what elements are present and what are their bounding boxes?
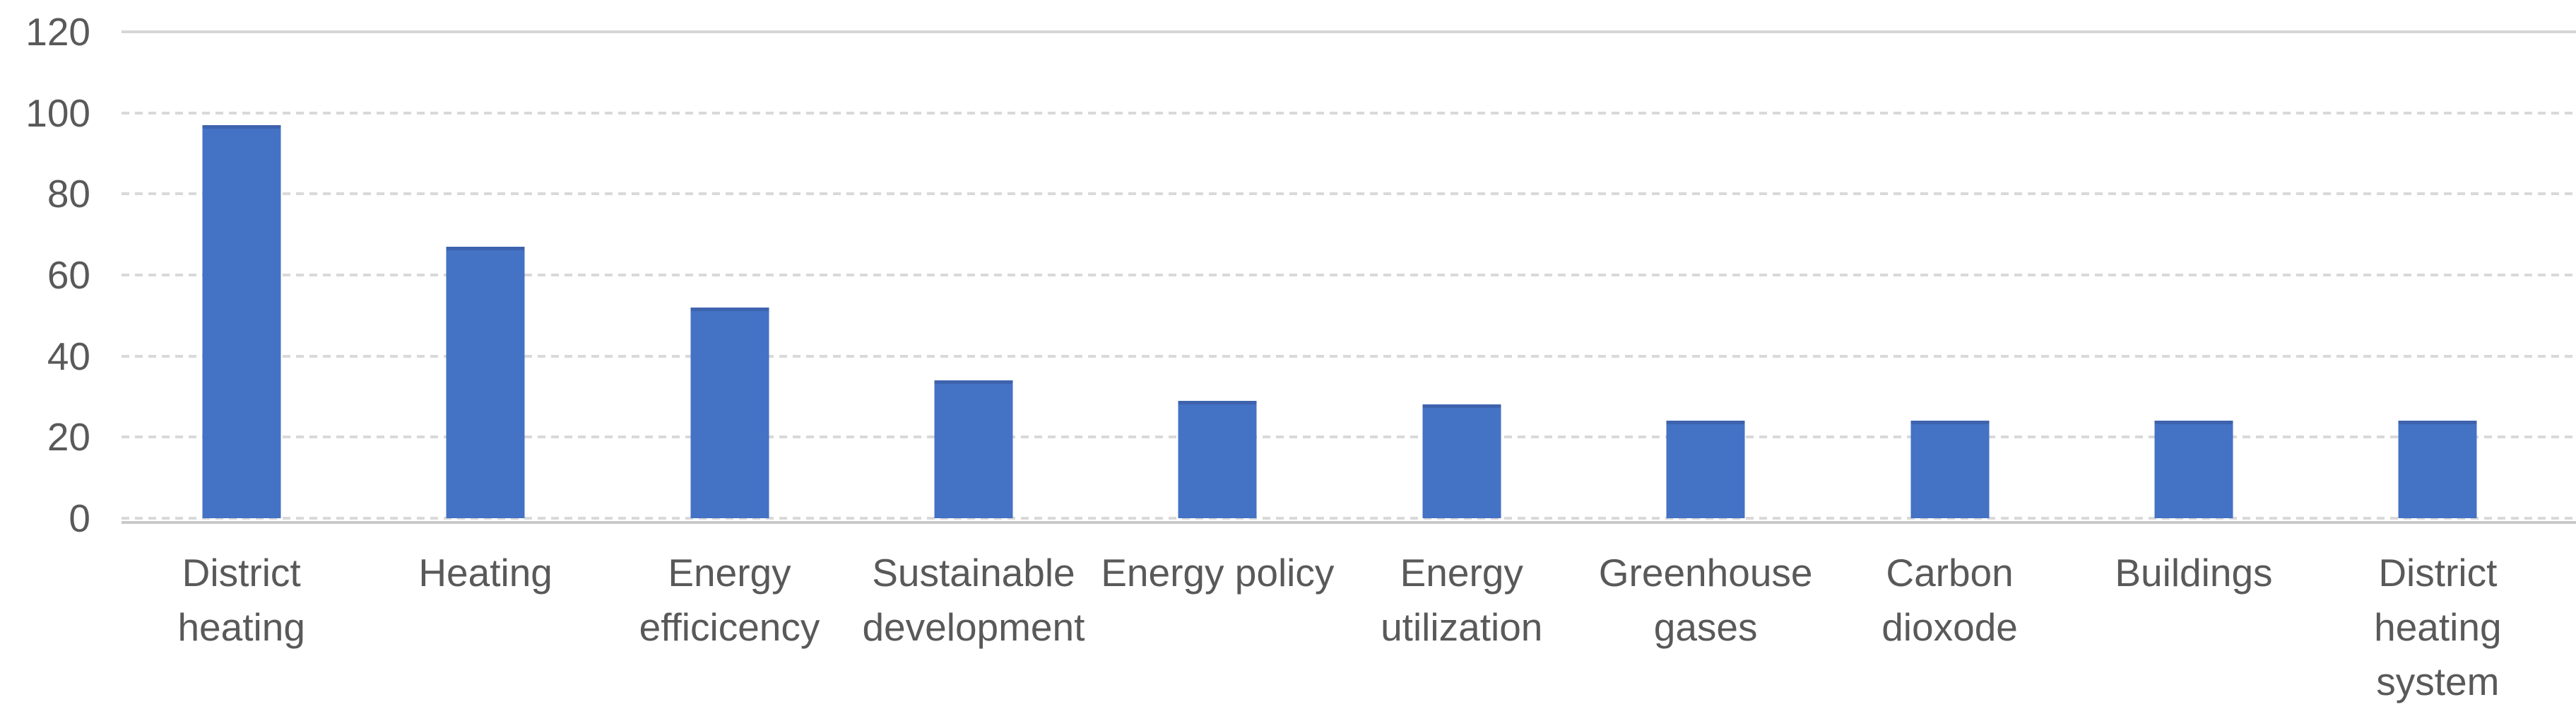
bars-layer xyxy=(119,0,2560,518)
x-label-line: heating xyxy=(2374,605,2502,649)
bar-district-heating xyxy=(202,125,281,518)
x-label-heating: Heating xyxy=(363,546,607,709)
x-label-carbon-dioxode: Carbon dioxode xyxy=(1828,546,2072,709)
x-label-line: Buildings xyxy=(2115,551,2273,595)
x-label-line: dioxode xyxy=(1881,605,2018,649)
bar-sustainable-development xyxy=(934,380,1013,518)
y-tick-label-120: 120 xyxy=(25,10,90,54)
gridline-120 xyxy=(122,30,2576,33)
bar-heating xyxy=(446,247,525,518)
x-label-line: Heating xyxy=(418,551,553,595)
y-tick-label-80: 80 xyxy=(47,172,90,216)
x-label-energy-efficicency: Energy efficicency xyxy=(608,546,851,709)
bar-slot xyxy=(1583,0,1827,518)
y-tick-label-0: 0 xyxy=(69,496,90,540)
x-label-district-heating-system: District heating system xyxy=(2316,546,2560,709)
x-label-line: Energy xyxy=(668,551,791,595)
bar-energy-policy xyxy=(1178,401,1257,518)
x-label-district-heating: District heating xyxy=(119,546,363,709)
bar-slot xyxy=(1340,0,1583,518)
gridline-100 xyxy=(122,111,2576,115)
bar-energy-utilization xyxy=(1422,404,1501,518)
y-tick-label-40: 40 xyxy=(47,334,90,378)
x-axis-category-labels: District heating Heating Energy efficicency S… xyxy=(119,546,2560,709)
x-label-line: Energy policy xyxy=(1101,551,1335,595)
bar-slot xyxy=(363,0,607,518)
x-axis-line xyxy=(122,521,2576,524)
x-label-line: heating xyxy=(177,605,305,649)
gridline-40 xyxy=(122,354,2576,358)
x-label-line: gases xyxy=(1653,605,1758,649)
bar-slot xyxy=(2316,0,2560,518)
x-label-line: Carbon xyxy=(1886,551,2014,595)
x-label-line: Energy xyxy=(1400,551,1523,595)
y-tick-label-60: 60 xyxy=(47,253,90,297)
gridline-60 xyxy=(122,274,2576,276)
gridline-20 xyxy=(122,436,2576,439)
x-label-line: development xyxy=(862,605,1085,649)
gridline-0 xyxy=(122,517,2576,520)
bar-carbon-dioxode xyxy=(1910,421,1990,518)
x-label-line: District xyxy=(182,551,301,595)
bar-slot xyxy=(1096,0,1340,518)
x-label-sustainable-development: Sustainable development xyxy=(851,546,1095,709)
bar-district-heating-system xyxy=(2398,421,2477,518)
x-label-buildings: Buildings xyxy=(2072,546,2315,709)
bar-slot xyxy=(2072,0,2315,518)
bar-slot xyxy=(608,0,851,518)
x-label-line: Greenhouse xyxy=(1598,551,1813,595)
x-label-energy-policy: Energy policy xyxy=(1096,546,1340,709)
x-label-line: efficicency xyxy=(639,605,820,649)
bar-slot xyxy=(119,0,363,518)
x-label-energy-utilization: Energy utilization xyxy=(1340,546,1583,709)
bar-greenhouse-gases xyxy=(1666,421,1745,518)
x-label-greenhouse-gases: Greenhouse gases xyxy=(1583,546,1827,709)
bar-energy-efficicency xyxy=(690,308,769,518)
bar-slot xyxy=(1828,0,2072,518)
gridline-80 xyxy=(122,192,2576,196)
y-tick-label-20: 20 xyxy=(47,415,90,460)
x-label-line: District xyxy=(2378,551,2498,595)
x-label-line: Sustainable xyxy=(872,551,1075,595)
bar-slot xyxy=(851,0,1095,518)
x-label-line: system xyxy=(2376,660,2500,703)
bar-buildings xyxy=(2154,421,2233,518)
x-label-line: utilization xyxy=(1381,605,1543,649)
y-tick-label-100: 100 xyxy=(25,90,90,135)
